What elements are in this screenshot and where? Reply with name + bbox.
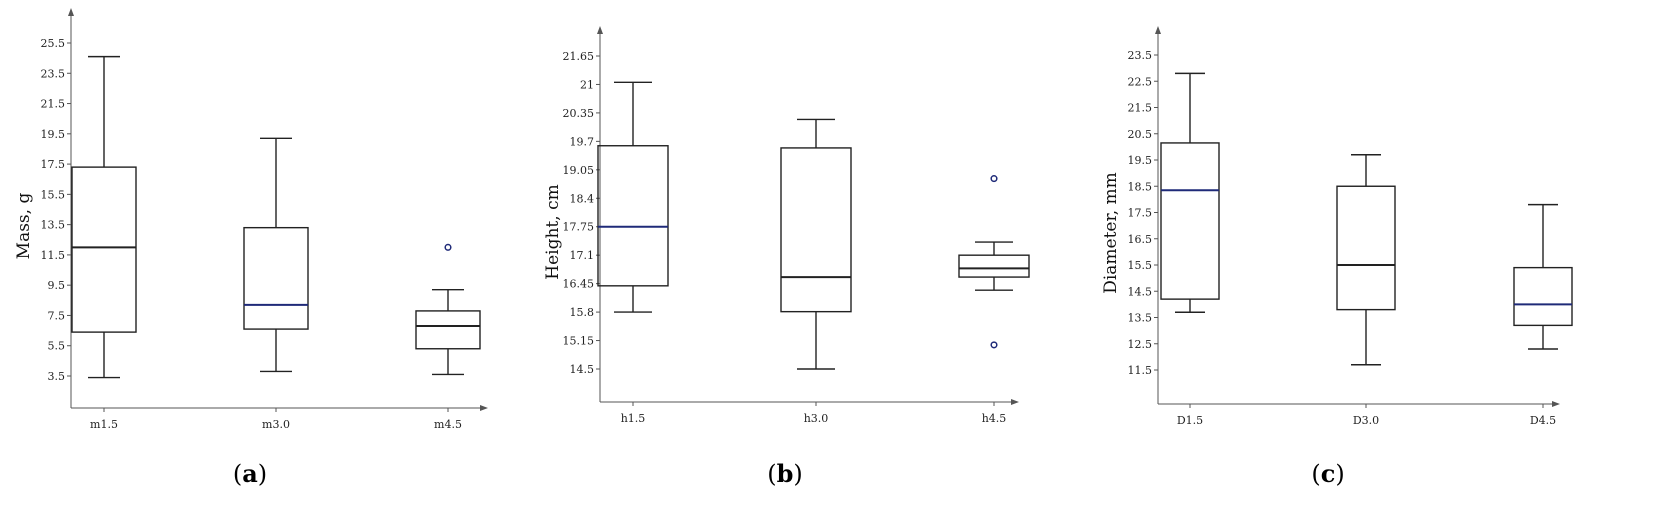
y-tick-label: 20.5 bbox=[1128, 128, 1153, 141]
box-h1.5 bbox=[597, 81, 669, 313]
y-tick-label: 23.5 bbox=[41, 67, 66, 80]
x-tick-label: h4.5 bbox=[982, 412, 1007, 425]
y-tick-label: 7.5 bbox=[48, 309, 66, 322]
box-iqr bbox=[780, 147, 852, 313]
box-m3.0 bbox=[243, 137, 309, 373]
outlier-point bbox=[990, 175, 998, 183]
y-tick-label: 20.35 bbox=[563, 107, 595, 120]
y-tick-label: 18.5 bbox=[1128, 180, 1153, 193]
y-axis-title: Diameter, mm bbox=[1101, 172, 1121, 294]
y-tick-label: 23.5 bbox=[1128, 49, 1153, 62]
y-tick-label: 13.5 bbox=[1128, 312, 1153, 325]
box-D3.0 bbox=[1336, 154, 1396, 366]
panel-caption-letter: c bbox=[1321, 459, 1336, 488]
y-tick-label: 21.65 bbox=[563, 50, 595, 63]
y-tick-label: 17.5 bbox=[1128, 207, 1153, 220]
y-tick-label: 19.05 bbox=[563, 164, 595, 177]
y-axis-title: Height, cm bbox=[543, 184, 563, 279]
x-tick-label: h1.5 bbox=[621, 412, 646, 425]
chart-panel-a: 3.5 5.5 7.5 9.5 11.5 13.5 15.5 17.5 19.5 21.5 23.5… bbox=[14, 8, 488, 488]
outlier-point bbox=[444, 243, 452, 251]
box-iqr bbox=[243, 226, 309, 330]
y-tick-label: 21.5 bbox=[41, 98, 66, 111]
panel-caption: (b) bbox=[767, 459, 803, 488]
y-tick-label: 13.5 bbox=[41, 219, 66, 232]
box-iqr bbox=[71, 166, 137, 333]
y-tick-label: 16.5 bbox=[1128, 233, 1153, 246]
panel-caption-letter: b bbox=[777, 459, 794, 488]
box-h4.5 bbox=[958, 175, 1030, 349]
x-axis-arrow bbox=[1552, 401, 1560, 407]
panel-caption: (c) bbox=[1311, 459, 1344, 488]
y-tick-label: 21 bbox=[580, 78, 594, 91]
y-tick-label: 11.5 bbox=[41, 249, 66, 262]
x-axis-arrow bbox=[480, 405, 488, 411]
y-tick-label: 19.5 bbox=[1128, 154, 1153, 167]
y-tick-label: 25.5 bbox=[41, 37, 66, 50]
y-tick-label: 22.5 bbox=[1128, 75, 1153, 88]
x-tick-label: D3.0 bbox=[1353, 414, 1379, 427]
y-tick-label: 17.5 bbox=[41, 158, 66, 171]
panel-caption: (a) bbox=[233, 459, 267, 488]
box-iqr bbox=[1160, 142, 1220, 300]
x-axis-arrow bbox=[1011, 399, 1019, 405]
box-iqr bbox=[597, 145, 669, 287]
box-m1.5 bbox=[71, 55, 137, 379]
y-tick-label: 9.5 bbox=[48, 279, 66, 292]
box-D4.5 bbox=[1513, 203, 1573, 350]
box-m4.5 bbox=[415, 243, 481, 376]
y-tick-label: 15.5 bbox=[41, 188, 66, 201]
y-axis-arrow bbox=[1155, 26, 1161, 34]
y-tick-label: 17.1 bbox=[570, 249, 595, 262]
chart-panel-c: 11.5 12.5 13.5 14.5 15.5 16.5 17.5 18.5 19.5 20.5… bbox=[1101, 26, 1573, 488]
chart-panel-b: 14.5 15.15 15.8 16.45 17.1 17.75 18.4 19.05 19.7… bbox=[543, 26, 1030, 488]
y-tick-label: 11.5 bbox=[1128, 364, 1153, 377]
x-tick-label: h3.0 bbox=[804, 412, 829, 425]
x-tick-label: m4.5 bbox=[434, 418, 462, 431]
y-tick-label: 5.5 bbox=[48, 340, 66, 353]
x-tick-label: D1.5 bbox=[1177, 414, 1203, 427]
x-tick-label: m3.0 bbox=[262, 418, 290, 431]
y-tick-label: 15.15 bbox=[563, 335, 595, 348]
y-tick-label: 12.5 bbox=[1128, 338, 1153, 351]
y-tick-label: 15.8 bbox=[570, 306, 595, 319]
y-tick-label: 15.5 bbox=[1128, 259, 1153, 272]
box-h3.0 bbox=[780, 118, 852, 370]
x-tick-label: D4.5 bbox=[1530, 414, 1556, 427]
y-tick-label: 21.5 bbox=[1128, 102, 1153, 115]
y-axis-title: Mass, g bbox=[14, 193, 34, 260]
y-tick-label: 17.75 bbox=[563, 221, 595, 234]
box-iqr bbox=[1513, 266, 1573, 327]
y-tick-label: 14.5 bbox=[570, 363, 595, 376]
outlier-point bbox=[990, 341, 998, 349]
y-tick-label: 14.5 bbox=[1128, 285, 1153, 298]
x-tick-label: m1.5 bbox=[90, 418, 118, 431]
box-D1.5 bbox=[1160, 72, 1220, 313]
y-axis-arrow bbox=[597, 26, 603, 34]
y-axis-arrow bbox=[68, 8, 74, 16]
box-iqr bbox=[1336, 185, 1396, 311]
y-tick-label: 3.5 bbox=[48, 370, 66, 383]
panel-caption-letter: a bbox=[242, 459, 258, 488]
box-iqr bbox=[958, 254, 1030, 278]
y-tick-label: 19.5 bbox=[41, 128, 66, 141]
box-iqr bbox=[415, 310, 481, 350]
y-tick-label: 18.4 bbox=[570, 192, 595, 205]
y-tick-label: 19.7 bbox=[570, 135, 595, 148]
y-tick-label: 16.45 bbox=[563, 278, 595, 291]
